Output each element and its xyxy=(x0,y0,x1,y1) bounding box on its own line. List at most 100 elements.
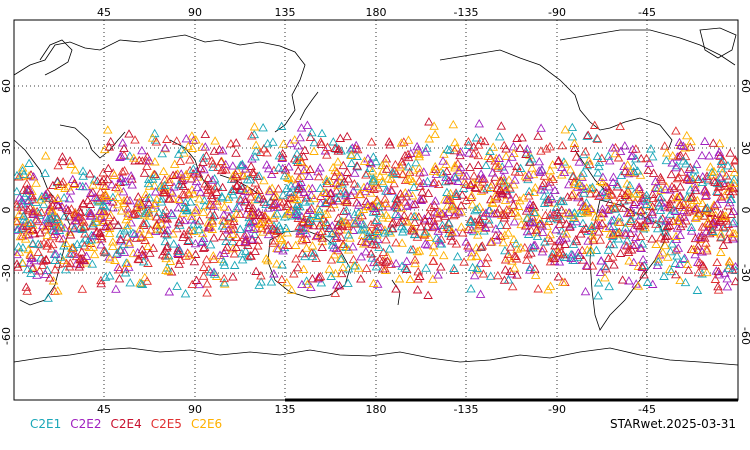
observation-marker xyxy=(491,224,501,233)
observation-marker xyxy=(660,240,670,250)
observation-marker xyxy=(547,249,558,258)
observation-marker xyxy=(14,199,22,209)
observation-marker xyxy=(405,274,416,284)
observation-marker xyxy=(51,214,62,223)
observation-marker xyxy=(400,197,411,206)
observation-marker xyxy=(359,156,370,165)
observation-marker xyxy=(628,223,639,233)
observation-marker xyxy=(384,137,394,146)
observation-marker xyxy=(324,264,335,273)
observation-marker xyxy=(207,216,217,225)
observation-marker xyxy=(187,143,198,152)
observation-marker xyxy=(709,216,719,225)
observation-marker xyxy=(632,188,642,198)
observation-marker xyxy=(644,215,654,225)
observation-marker xyxy=(314,272,324,282)
observation-marker xyxy=(467,199,478,209)
observation-marker xyxy=(176,169,186,178)
observation-marker xyxy=(471,251,482,260)
observation-marker xyxy=(729,174,738,184)
observation-marker xyxy=(724,256,735,265)
observation-marker xyxy=(672,223,683,232)
observation-marker xyxy=(285,187,296,196)
observation-marker xyxy=(28,171,39,181)
observation-marker xyxy=(343,219,353,228)
observation-marker xyxy=(40,151,51,160)
observation-marker xyxy=(157,194,167,203)
observation-marker xyxy=(625,180,635,190)
observation-marker xyxy=(407,190,418,200)
observation-marker xyxy=(237,170,248,179)
observation-marker xyxy=(350,218,361,227)
observation-marker xyxy=(272,243,282,252)
observation-marker xyxy=(675,182,686,191)
observation-marker xyxy=(288,211,298,220)
observation-marker xyxy=(496,121,507,130)
observation-marker xyxy=(144,207,154,217)
observation-marker xyxy=(374,242,384,251)
observation-marker xyxy=(484,219,494,228)
observation-marker xyxy=(80,233,91,243)
observation-marker xyxy=(298,217,309,226)
right-lat-label: 0 xyxy=(739,207,750,214)
observation-marker xyxy=(347,143,358,152)
observation-marker xyxy=(479,136,490,146)
observation-marker xyxy=(660,231,671,240)
observation-marker xyxy=(156,197,167,206)
observation-marker xyxy=(618,203,628,212)
observation-marker xyxy=(697,222,708,231)
observation-marker xyxy=(719,211,729,221)
observation-marker xyxy=(615,121,625,131)
observation-marker xyxy=(102,191,112,201)
observation-marker xyxy=(77,224,88,233)
observation-marker xyxy=(97,176,107,186)
observation-marker xyxy=(352,151,362,160)
observation-marker xyxy=(593,278,604,287)
observation-marker xyxy=(78,171,88,180)
observation-marker xyxy=(325,195,336,204)
observation-marker xyxy=(352,181,363,191)
observation-marker xyxy=(546,172,556,181)
observation-marker xyxy=(662,230,673,240)
observation-marker xyxy=(54,200,64,210)
observation-marker xyxy=(14,249,22,259)
observation-marker xyxy=(177,189,188,198)
observation-marker xyxy=(317,233,328,242)
observation-marker xyxy=(42,238,53,247)
observation-marker xyxy=(143,258,153,267)
observation-marker xyxy=(450,162,460,172)
observation-marker xyxy=(194,224,204,234)
observation-marker xyxy=(701,203,711,213)
observation-marker xyxy=(33,247,44,257)
observation-marker xyxy=(371,215,382,224)
observation-marker xyxy=(433,270,443,279)
observation-marker xyxy=(436,262,446,271)
observation-marker xyxy=(498,189,508,198)
observation-marker xyxy=(240,246,251,255)
observation-marker xyxy=(605,229,615,238)
observation-marker xyxy=(23,217,33,227)
observation-marker xyxy=(157,249,168,259)
observation-marker xyxy=(174,259,184,268)
observation-marker xyxy=(601,263,611,273)
observation-marker xyxy=(676,167,687,176)
observation-marker xyxy=(579,188,589,197)
observation-marker xyxy=(298,264,309,273)
observation-marker xyxy=(46,244,57,253)
observation-marker xyxy=(511,192,521,202)
observation-marker xyxy=(635,189,645,198)
observation-marker xyxy=(716,247,726,256)
observation-marker xyxy=(307,127,317,137)
observation-marker xyxy=(438,250,449,260)
observation-marker xyxy=(406,244,416,254)
observation-marker xyxy=(132,202,142,211)
observation-marker xyxy=(142,161,152,170)
observation-marker xyxy=(256,223,267,232)
top-lon-label: 180 xyxy=(366,6,387,19)
observation-marker xyxy=(264,185,275,194)
observation-marker xyxy=(283,240,293,249)
observation-marker xyxy=(403,174,414,183)
observation-marker xyxy=(467,262,478,272)
observation-marker xyxy=(553,155,564,165)
observation-marker xyxy=(560,239,570,248)
